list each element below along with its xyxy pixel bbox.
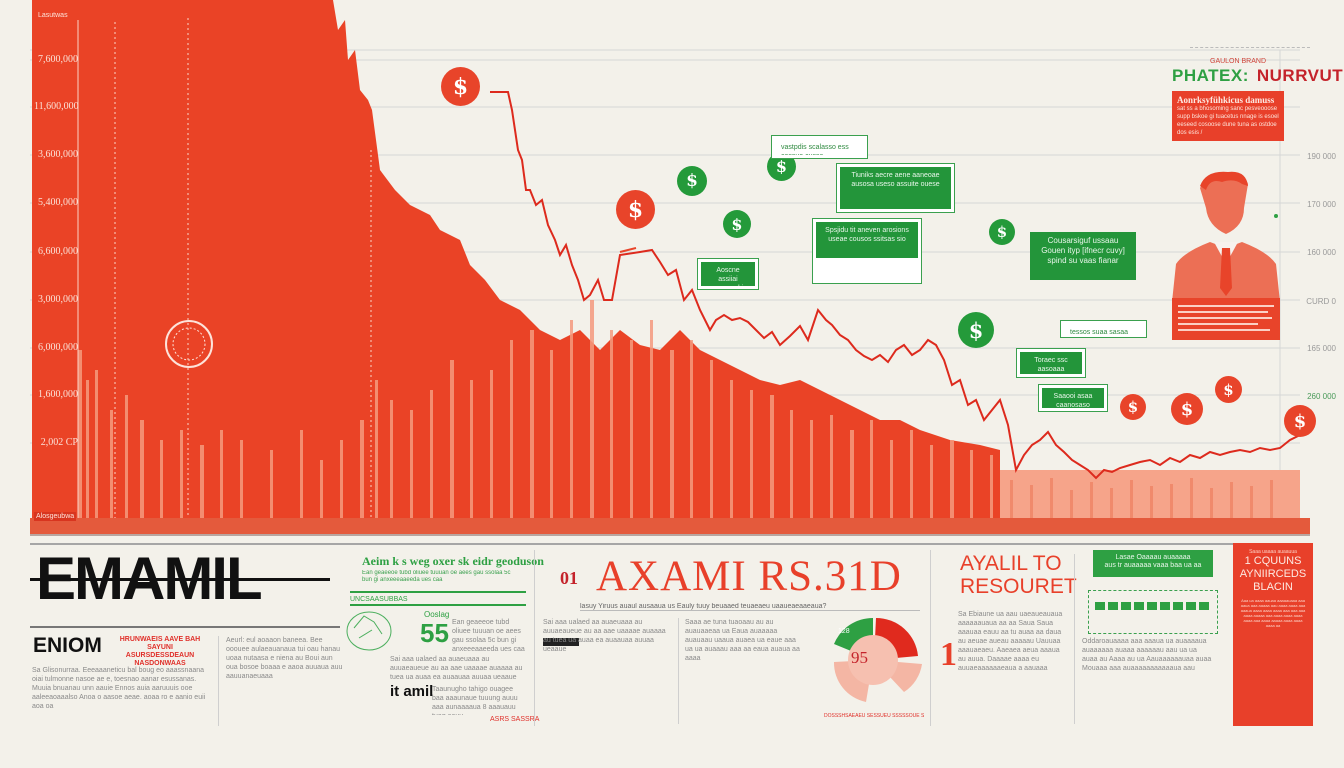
chart-top-note: Lasutwas <box>38 12 68 19</box>
stock-chart <box>30 0 1310 536</box>
header-info-box: Aonrksyfühkicus damuss sat ss a bhosomin… <box>1172 91 1284 141</box>
person-icon <box>1172 171 1280 340</box>
resource-title: AYALIL TO RESOURET <box>960 552 1077 598</box>
issue-number: 01 <box>560 568 578 588</box>
y-tick-label: 6,000,000 <box>38 342 78 353</box>
right-tick-label: 260 000 <box>1307 392 1336 401</box>
chart-title: PHATEX: NURRVUT <box>1172 66 1344 85</box>
hand-sketch-icon <box>346 611 392 651</box>
timeline-strip <box>30 518 1310 534</box>
callout-box: Saaooi asaa caanosaso <box>1038 384 1108 412</box>
seal-emblem <box>165 320 213 368</box>
chart-bottom-note: Alosgeubwa <box>34 512 77 521</box>
section-title: ENIOM <box>33 634 102 657</box>
dollar-icon-green: $ <box>677 166 707 196</box>
section-kicker: HRUNWAEIS AAVE BAH SAYUNI ASURSDESSDEAUN… <box>119 636 201 667</box>
y-tick-label: 1,600,000 <box>38 389 78 400</box>
callout-box: Cousarsiguf ussaau Gouen ityp [ifnecr cu… <box>1030 232 1136 280</box>
column-text: Aeurl: eul aoaaon baneea. Bee ooouee aul… <box>226 637 343 680</box>
header-caption: GAULON BRAND <box>1210 58 1267 65</box>
headline-subtitle: lasuy Yiruus auaul ausaaua us Eauly tuuy… <box>580 603 920 611</box>
column-text: Sa Glisonurraa. Eeeaaaneticu bal boug eo… <box>32 667 206 710</box>
pull-quote: it amil <box>390 683 434 700</box>
side-promo-panel: Saaa uaaaa auaauua 1 CQUUNS AYNIIRCEDS B… <box>1233 543 1313 726</box>
right-tick-label: 190 000 <box>1307 152 1336 161</box>
y-tick-label: 6,600,000 <box>38 246 78 257</box>
price-area <box>32 0 1000 520</box>
callout-box: tessos suaa sasaa sodasa <box>1060 320 1147 338</box>
dollar-icon-red: $ <box>1284 405 1316 437</box>
dollar-icon-red: $ <box>441 67 480 106</box>
y-tick-label: 3,000,000 <box>38 294 78 305</box>
dollar-icon-green: $ <box>989 219 1015 245</box>
callout-box: Toraec ssc aasoaaa <box>1016 348 1086 378</box>
callout-box: Aoscne assiiai usnsouad is <box>697 258 759 290</box>
dollar-icon-green: $ <box>958 312 994 348</box>
callout-box: Tiuniks aecre aene aaneoae ausosa useso … <box>836 163 955 213</box>
y-tick-label: 2,002 CP <box>40 437 78 448</box>
gauge-chart <box>833 617 922 702</box>
dollar-icon-red: $ <box>1120 394 1146 420</box>
callout-box: Spsjidu tit aneven arosions useae cousos… <box>812 218 922 284</box>
dollar-icon-red: $ <box>1215 376 1242 403</box>
callout-box: vastpdis scalasso ess cassue cussa <box>771 135 868 159</box>
right-tick-label: 170 000 <box>1307 200 1336 209</box>
dollar-icon-red: $ <box>616 190 655 229</box>
stat-number: 55 <box>420 618 449 648</box>
y-tick-label: 5,400,000 <box>38 197 78 208</box>
right-tick-label: 160 000 <box>1307 248 1336 257</box>
price-line <box>490 91 1301 480</box>
green-banner: Lasae Oaaaau auaaaaa aus tr auaaaaa vaaa … <box>1093 550 1213 577</box>
article-headline: Aeim k s weg oxer sk eidr geoduson <box>362 554 544 568</box>
gauge-value: 95 <box>851 648 868 667</box>
right-tick-label: CURD 0 <box>1306 297 1336 306</box>
gauge-caption: DOSSSHSAEAEU SESSUEU SSSSSOUE S YESSE <box>824 713 924 719</box>
dollar-icon-green: $ <box>723 210 751 238</box>
right-tick-label: 165 000 <box>1307 344 1336 353</box>
dollar-icon-red: $ <box>1171 393 1203 425</box>
y-tick-label: 11,600,000 <box>34 101 79 112</box>
volume-tail-bars <box>1010 478 1273 520</box>
headline: AXAMI RS.31D <box>596 553 902 600</box>
resource-number: 1 <box>940 636 957 673</box>
y-tick-label: 7,600,000 <box>38 54 78 65</box>
y-tick-label: 3,600,000 <box>38 149 78 160</box>
green-list-box <box>1088 590 1218 634</box>
volume-bars <box>78 300 993 520</box>
